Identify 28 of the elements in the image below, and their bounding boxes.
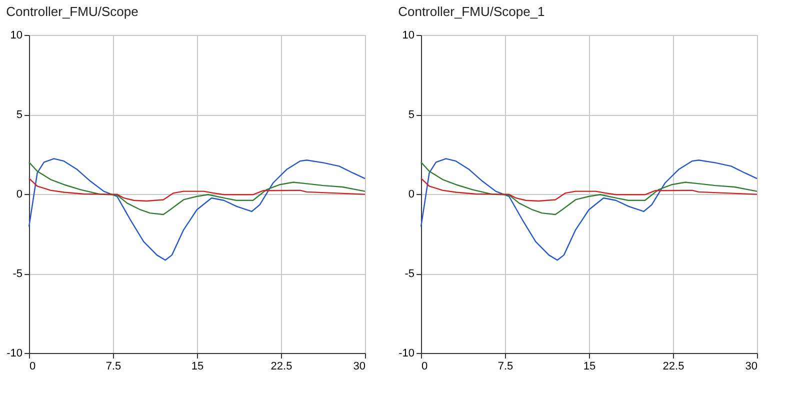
line-series xyxy=(420,162,758,216)
y-tick-label: 10 xyxy=(10,30,22,42)
x-tick-label: 15 xyxy=(583,360,596,372)
line-series xyxy=(28,178,366,202)
x-tick-label: 0 xyxy=(422,360,428,372)
y-tick-label: 0 xyxy=(408,188,414,200)
x-tick-label: 0 xyxy=(30,360,36,372)
line-series xyxy=(420,158,758,261)
y-tick-label: -5 xyxy=(404,268,414,280)
line-series xyxy=(420,178,758,202)
x-tick-label: 22.5 xyxy=(662,360,684,372)
chart-title: Controller_FMU/Scope_1 xyxy=(398,4,545,19)
x-tick-label: 30 xyxy=(353,360,366,372)
y-tick-label: 10 xyxy=(402,30,414,42)
line-series xyxy=(28,158,366,261)
x-tick-label: 7.5 xyxy=(498,360,514,372)
x-tick-label: 15 xyxy=(191,360,204,372)
chart-title: Controller_FMU/Scope xyxy=(6,4,138,19)
y-tick-label: 5 xyxy=(16,109,22,121)
y-tick-label: -10 xyxy=(6,348,22,360)
y-tick-label: -10 xyxy=(398,348,414,360)
y-tick-label: -5 xyxy=(12,268,22,280)
y-tick-label: 5 xyxy=(408,109,414,121)
x-tick-label: 7.5 xyxy=(106,360,122,372)
y-tick-label: 0 xyxy=(16,188,22,200)
x-tick-label: 30 xyxy=(745,360,758,372)
x-tick-label: 22.5 xyxy=(270,360,292,372)
line-series xyxy=(28,162,366,216)
